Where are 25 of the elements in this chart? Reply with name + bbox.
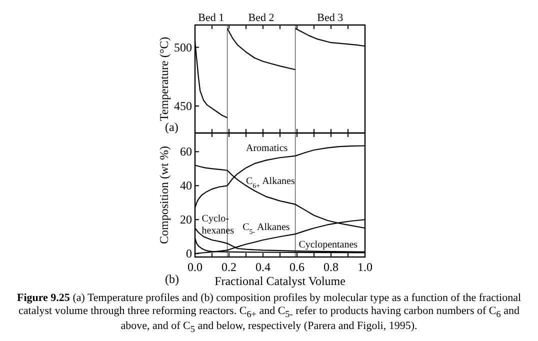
text: Bed 1 [198,12,224,24]
legend-label: Aromatics [246,142,288,154]
x-tick-label: 0.6 [290,260,304,274]
text: (a) [165,120,178,134]
y-tick-label: 60 [180,144,192,159]
text: (b) [165,272,179,286]
series-label: Cyclopentanes [298,240,358,251]
x-axis-title: Fractional Catalyst Volume [214,274,346,288]
series-label: C$_{6+}$ Alkanes [246,176,295,190]
series-label: C$_{5-}$ Alkanes [242,222,290,236]
y-tick-label: 20 [180,212,192,227]
x-tick-label: 1.0 [358,260,372,274]
x-tick-label: 0.0 [188,260,202,274]
x-tick-label: 0.2 [222,260,236,274]
y-axis-title: Composition (wt %) [157,146,171,244]
text: Figure 9.25 (a) Temperature profiles and (b) composition profiles by molecular type as a function of the fractional catalyst volume through three reforming reactors. C$_{6+}$ and C$_{5-}$ refer to products having carbon numbers of C$_{6}$ and above, and of C$_{5}$ and below, respectively (Parera and Figoli, 1995). [16,292,522,334]
y-tick-label: 500 [174,40,192,54]
text: Bed 3 [317,12,344,24]
y-tick-label: 40 [180,178,192,193]
text: Bed 2 [248,12,274,24]
x-tick-label: 0.4 [256,260,270,274]
x-tick-label: 0.8 [324,260,338,274]
y-axis-title: Temperature (°C) [157,36,171,122]
y-tick-label: 0 [186,246,192,261]
y-tick-label: 450 [174,99,192,113]
